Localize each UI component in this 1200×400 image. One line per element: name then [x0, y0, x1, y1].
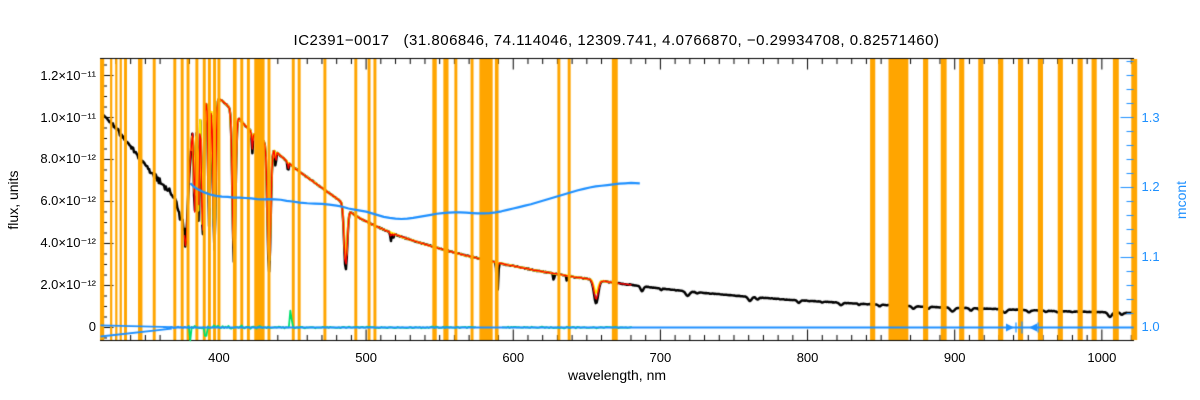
y-left-tick-label: 4.0×10⁻¹²: [40, 235, 96, 251]
y-right-tick-label: 1.2: [1141, 179, 1160, 195]
y-right-tick-label: 1.1: [1141, 249, 1160, 265]
y-right-tick-label: 1.3: [1141, 109, 1160, 125]
x-axis-title: wavelength, nm: [567, 367, 667, 383]
y-left-tick-label: 1.2×10⁻¹¹: [40, 67, 96, 83]
y-left-tick-label: 6.0×10⁻¹²: [40, 193, 96, 209]
y-left-tick-label: 1.0×10⁻¹¹: [40, 109, 96, 125]
y-left-tick-label: 2.0×10⁻¹²: [40, 277, 96, 293]
x-tick-label: 700: [649, 349, 672, 365]
y-left-tick-label: 0: [88, 319, 96, 335]
x-tick-label: 1000: [1087, 349, 1117, 365]
y-axis-right-title: mcont: [1173, 180, 1189, 220]
chart-title: IC2391−0017 (31.806846, 74.114046, 12309…: [293, 32, 940, 49]
x-tick-label: 600: [502, 349, 525, 365]
x-tick-label: 900: [943, 349, 966, 365]
x-tick-label: 800: [796, 349, 819, 365]
x-tick-label: 500: [355, 349, 377, 365]
x-tick-label: 400: [208, 349, 230, 365]
y-right-tick-label: 1.0: [1141, 319, 1160, 335]
y-left-tick-label: 8.0×10⁻¹²: [40, 151, 96, 167]
